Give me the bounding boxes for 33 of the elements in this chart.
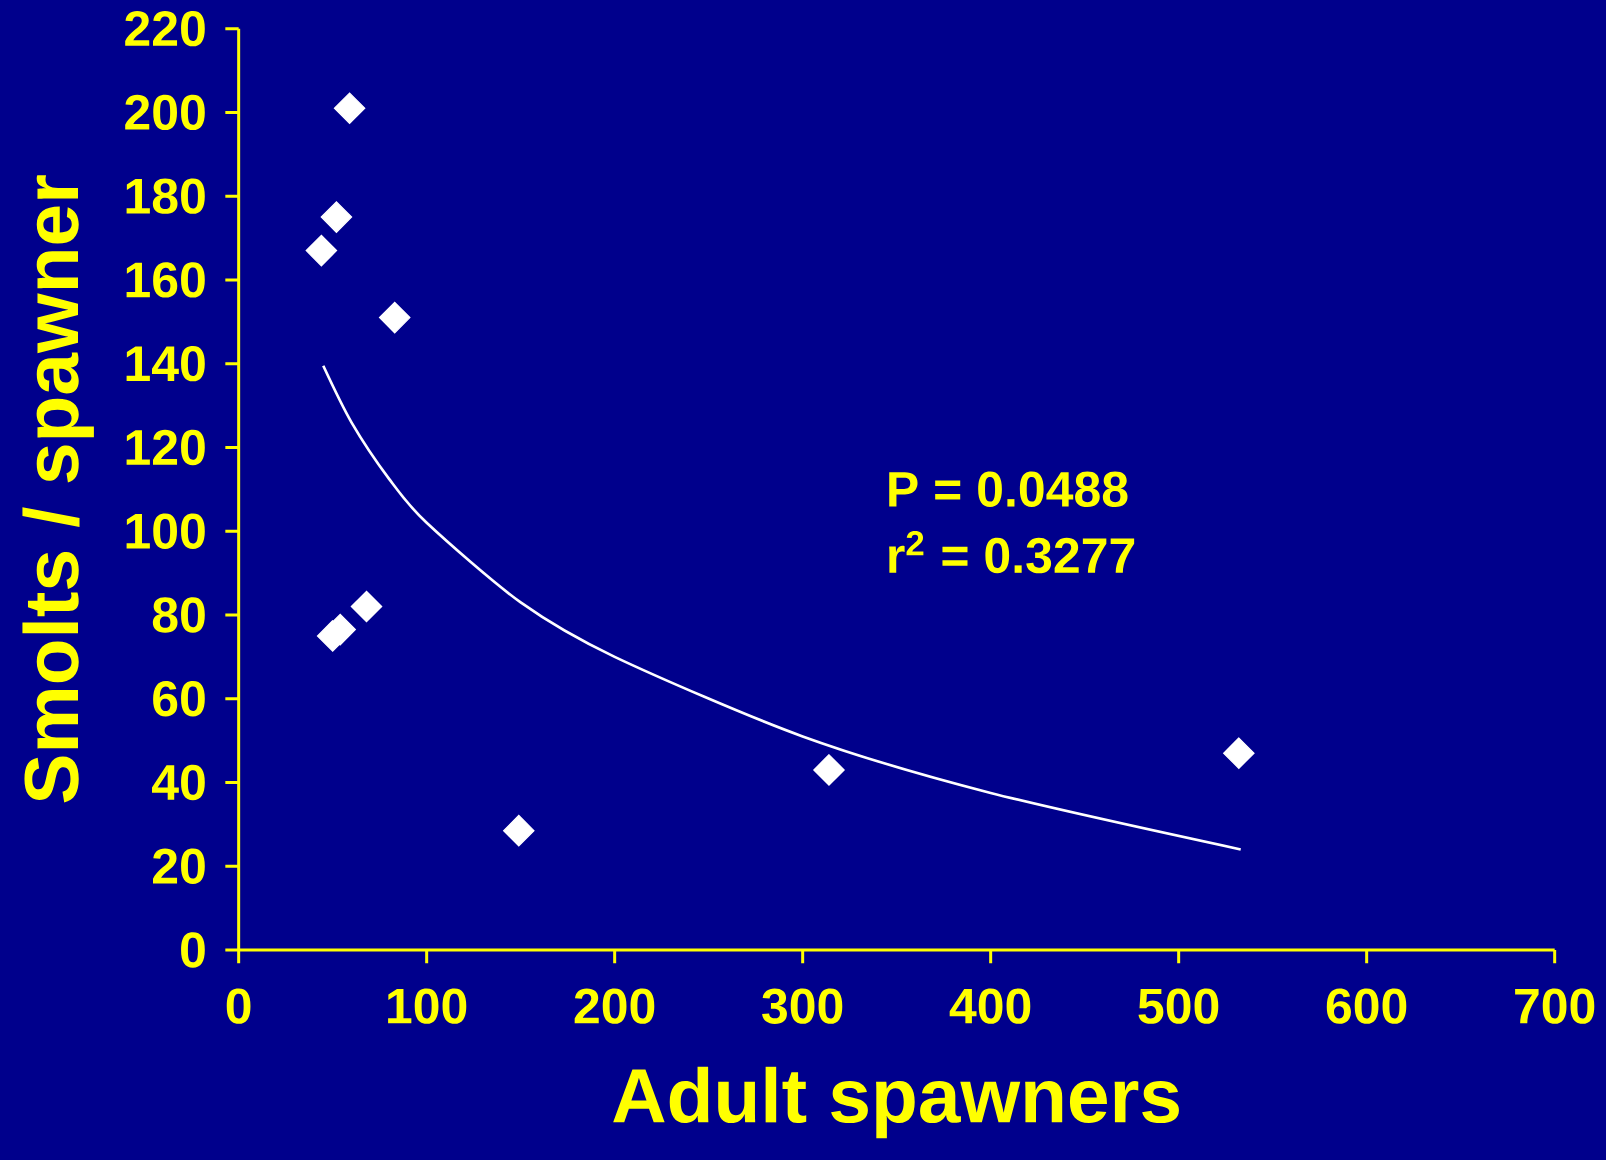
- point: [350, 590, 383, 623]
- y-tick-label: 60: [153, 681, 205, 717]
- point: [333, 92, 366, 124]
- y-tick-label: 100: [126, 513, 205, 549]
- annotation: P = 0.0488: [889, 471, 1128, 508]
- y-tick-label: 40: [152, 764, 205, 801]
- y-tick-label: 120: [126, 429, 205, 466]
- point: [305, 234, 338, 267]
- y-tick-label: 200: [125, 94, 205, 131]
- annotation: r$^{2}$ = 0.3277: [889, 530, 1135, 574]
- x-tick-label: 0: [226, 988, 251, 1024]
- y-tick-label: 160: [126, 262, 205, 298]
- x-tick-label: 300: [762, 988, 843, 1024]
- point: [503, 814, 535, 847]
- line-series: [321, 364, 1243, 851]
- x-axis-title: Adult spawners: [613, 1066, 1179, 1139]
- y-tick-label: 220: [125, 10, 205, 47]
- y-axis-title: Smolts / spawner: [22, 175, 94, 803]
- x-tick-label: 500: [1138, 988, 1219, 1024]
- point: [813, 754, 845, 786]
- y-tick-label: 0: [181, 932, 205, 968]
- x-tick-label: 200: [574, 988, 655, 1024]
- point: [320, 201, 353, 233]
- x-tick-label: 600: [1326, 988, 1407, 1024]
- point: [1223, 737, 1255, 769]
- x-tick-label: 700: [1515, 988, 1595, 1024]
- y-tick-label: 140: [126, 345, 205, 382]
- x-tick-label: 100: [388, 988, 467, 1024]
- x-tick-label: 400: [949, 988, 1031, 1024]
- y-tick-label: 180: [126, 178, 205, 214]
- y-tick-label: 80: [152, 597, 205, 633]
- point: [378, 301, 411, 334]
- y-tick-label: 20: [153, 848, 205, 884]
